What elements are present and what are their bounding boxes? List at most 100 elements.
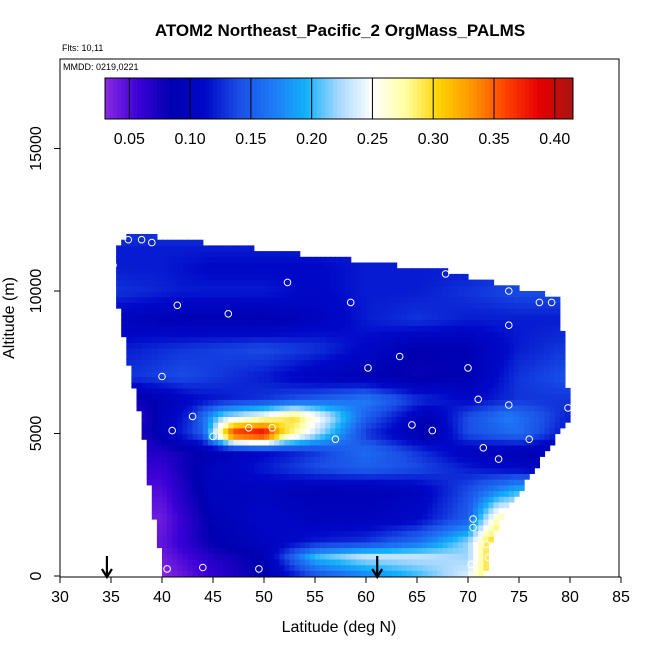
heatmap-cell (218, 473, 224, 480)
heatmap-cell (192, 262, 199, 269)
heatmap-cell (315, 410, 321, 417)
heatmap-cell (320, 456, 326, 463)
heatmap-cell (371, 410, 377, 417)
heatmap-cell (422, 382, 428, 389)
heatmap-cell (213, 359, 219, 366)
heatmap-cell (289, 313, 296, 321)
heatmap-cell (258, 541, 265, 549)
heatmap-cell (258, 558, 265, 566)
heatmap-cell (335, 496, 342, 503)
heatmap-cell (396, 541, 403, 549)
heatmap-cell (483, 467, 489, 474)
colorbar-swatch (397, 78, 402, 119)
heatmap-cell (539, 422, 546, 429)
heatmap-cell (167, 268, 173, 275)
heatmap-cell (498, 513, 505, 520)
heatmap-cell (376, 553, 382, 560)
heatmap-cell (498, 382, 505, 389)
heatmap-cell (116, 268, 122, 275)
heatmap-cell (182, 359, 189, 366)
heatmap-cell (345, 410, 352, 417)
heatmap-cell (493, 353, 500, 360)
heatmap-cell (432, 541, 438, 549)
heatmap-cell (539, 342, 546, 349)
heatmap-cell (381, 536, 387, 543)
heatmap-cell (508, 393, 515, 400)
heatmap-cell (355, 558, 362, 566)
heatmap-cell (304, 422, 311, 429)
heatmap-cell (376, 348, 382, 355)
heatmap-cell (386, 279, 393, 286)
heatmap-cell (253, 570, 260, 577)
heatmap-cell (274, 433, 280, 440)
colorbar-swatch (261, 78, 266, 119)
heatmap-cell (146, 251, 153, 258)
heatmap-cell (376, 473, 382, 480)
heatmap-cell (411, 342, 418, 349)
heatmap-cell (320, 519, 326, 526)
heatmap-cell (417, 490, 423, 497)
heatmap-cell (187, 462, 194, 469)
heatmap-cell (228, 245, 234, 252)
heatmap-cell (299, 319, 306, 326)
heatmap-cell (468, 541, 474, 549)
heatmap-cell (304, 376, 311, 383)
heatmap-cell (447, 473, 454, 480)
heatmap-cell (360, 427, 367, 435)
heatmap-cell (223, 541, 229, 549)
heatmap-cell (233, 291, 240, 298)
heatmap-cell (309, 353, 316, 360)
heatmap-cell (498, 370, 505, 378)
colorbar-swatch (213, 78, 218, 119)
heatmap-cell (376, 496, 382, 503)
heatmap-cell (396, 570, 403, 577)
heatmap-cell (192, 507, 199, 514)
heatmap-cell (223, 387, 229, 395)
heatmap-cell (126, 308, 132, 315)
heatmap-cell (391, 313, 398, 321)
heatmap-cell (529, 336, 535, 343)
heatmap-cell (452, 382, 459, 389)
heatmap-cell (116, 296, 122, 303)
heatmap-cell (478, 462, 484, 469)
heatmap-cell (264, 405, 270, 412)
colorbar-swatch (357, 78, 362, 119)
heatmap-cell (503, 348, 510, 355)
heatmap-cell (141, 256, 148, 264)
heatmap-cell (350, 376, 357, 383)
heatmap-cell (478, 564, 484, 571)
heatmap-cell (503, 370, 510, 378)
heatmap-cell (401, 370, 408, 378)
heatmap-cell (432, 296, 438, 303)
heatmap-cell (279, 536, 285, 543)
heatmap-cell (325, 444, 331, 452)
heatmap-cell (366, 519, 372, 526)
heatmap-cell (366, 433, 372, 440)
heatmap-cell (320, 433, 326, 440)
heatmap-cell (187, 444, 194, 452)
heatmap-cell (350, 484, 357, 492)
heatmap-cell (167, 433, 173, 440)
heatmap-cell (274, 530, 280, 537)
heatmap-cell (218, 342, 224, 349)
heatmap-cell (330, 524, 336, 531)
heatmap-cell (544, 302, 551, 309)
heatmap-cell (299, 570, 306, 577)
heatmap-cell (269, 268, 275, 275)
heatmap-cell (335, 444, 342, 452)
heatmap-cell (131, 382, 138, 389)
heatmap-cell (417, 484, 423, 492)
heatmap-cell (411, 393, 418, 400)
heatmap-cell (156, 325, 163, 332)
heatmap-cell (386, 291, 393, 298)
heatmap-cell (258, 405, 265, 412)
heatmap-cell (233, 348, 240, 355)
observation-point (346, 298, 355, 307)
heatmap-cell (223, 296, 229, 303)
heatmap-cell (187, 393, 194, 400)
heatmap-cell (136, 285, 143, 292)
heatmap-cell (243, 513, 250, 520)
heatmap-cell (473, 467, 479, 474)
heatmap-cell (151, 456, 158, 463)
heatmap-cell (304, 496, 311, 503)
